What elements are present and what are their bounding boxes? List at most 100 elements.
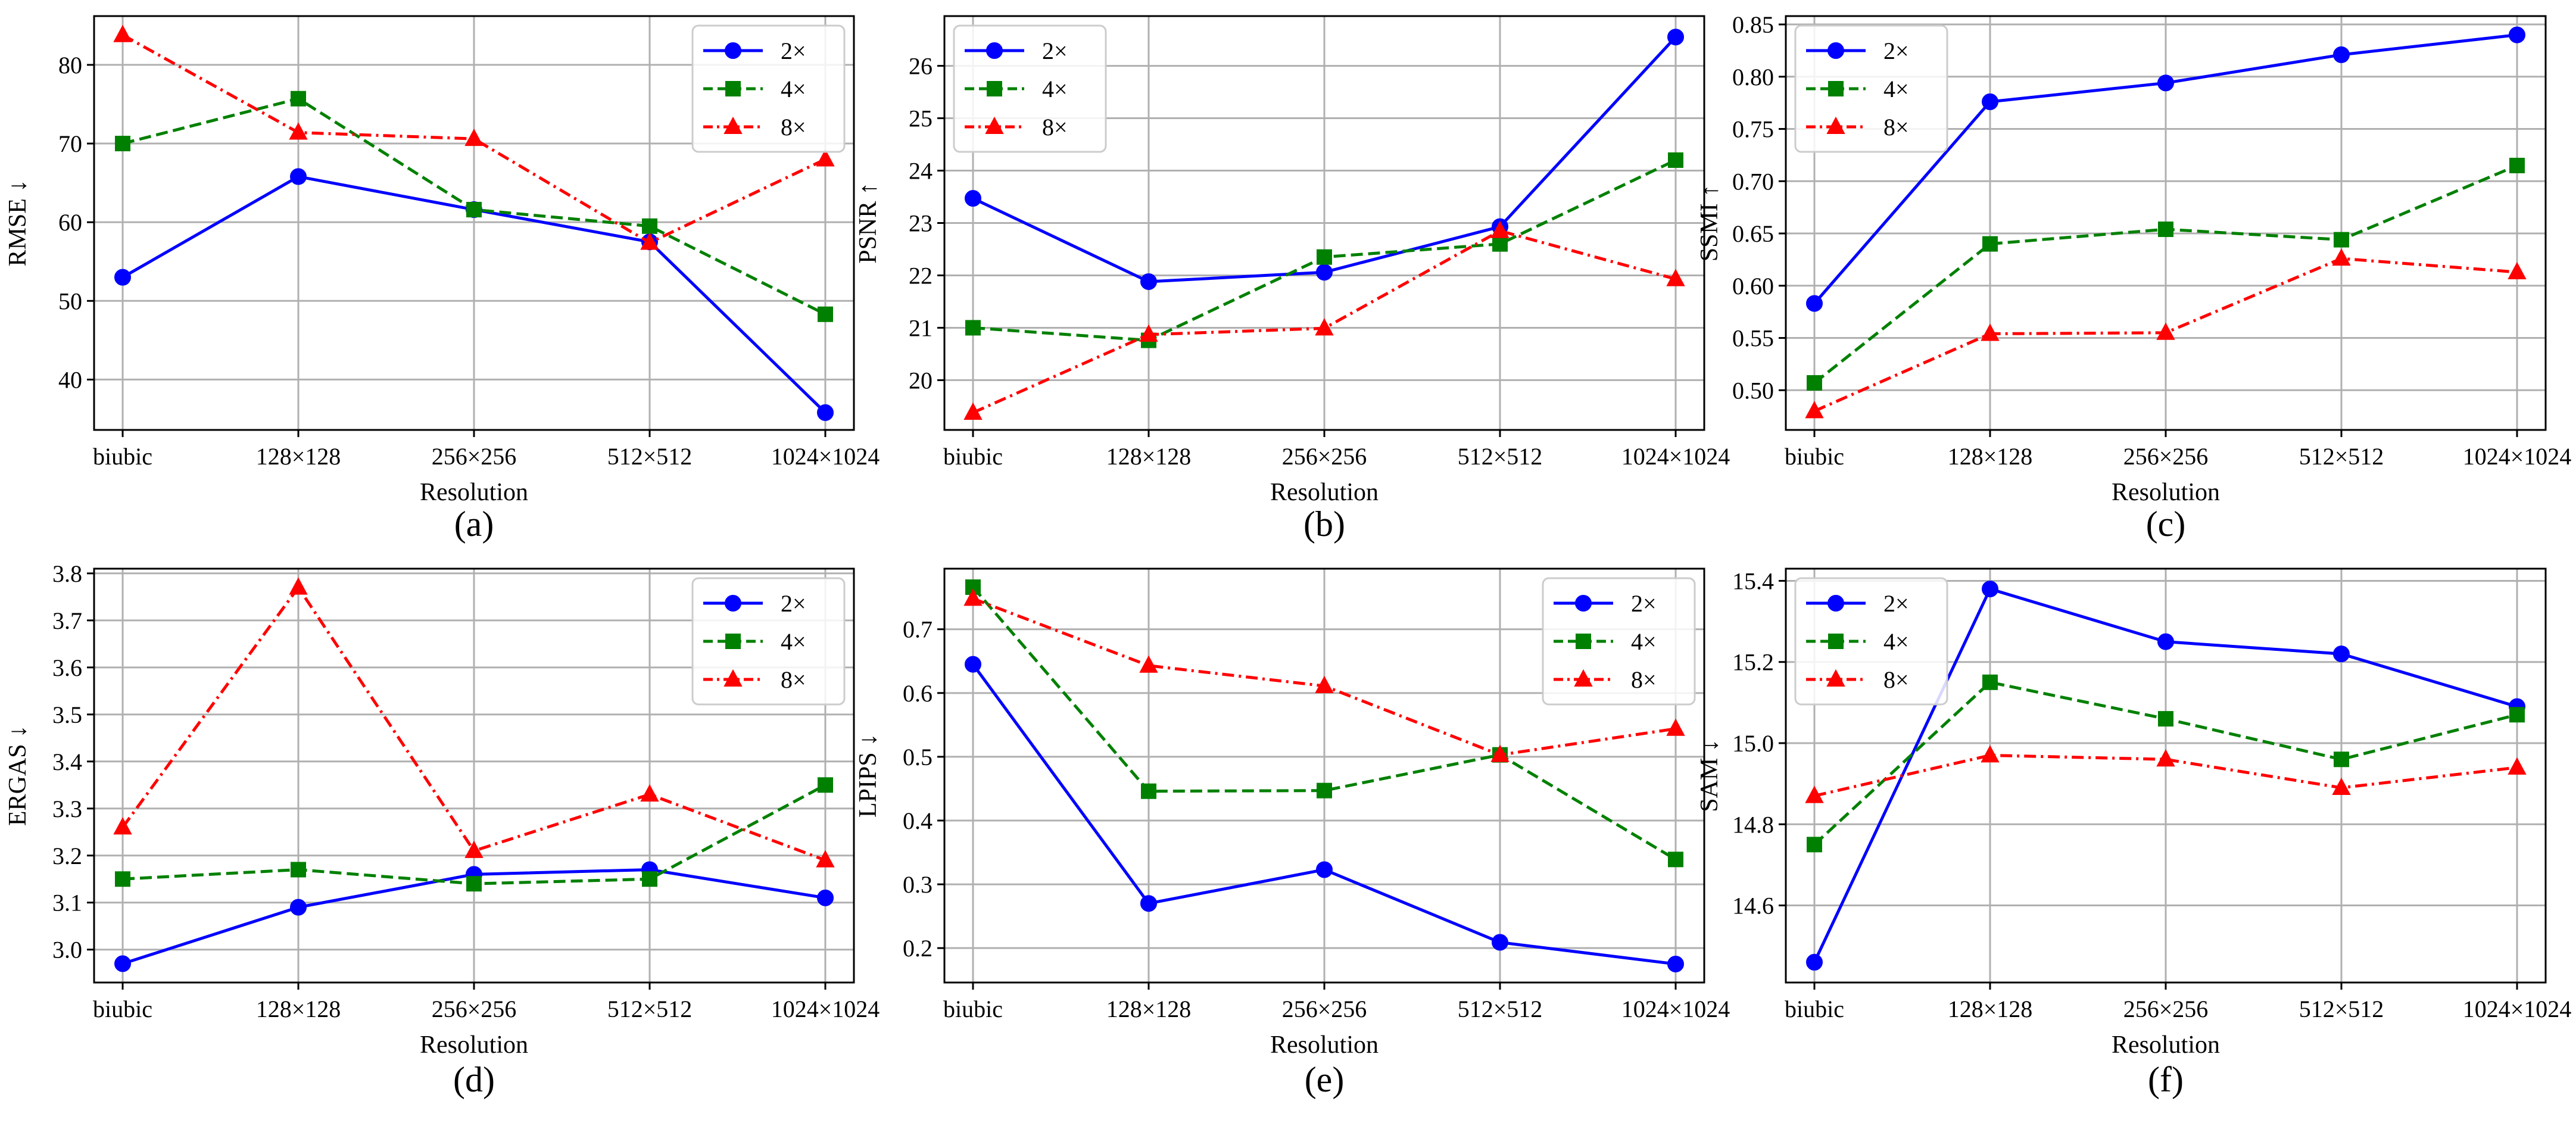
- data-point: [291, 91, 306, 107]
- data-point: [1316, 264, 1333, 281]
- y-tick-label: 0.3: [903, 871, 933, 898]
- x-tick-label: 128×128: [1106, 443, 1192, 470]
- legend-label: 4×: [1042, 76, 1068, 102]
- data-point: [1805, 785, 1824, 803]
- data-point: [817, 889, 834, 906]
- y-axis-label: PSNR ↑: [854, 182, 882, 264]
- x-axis-label: Resolution: [420, 1031, 528, 1059]
- series-1: [965, 656, 1684, 972]
- data-point: [113, 24, 132, 42]
- y-tick-label: 3.8: [52, 560, 82, 587]
- panel-label: (b): [1303, 504, 1345, 544]
- data-point: [965, 190, 981, 207]
- data-point: [1981, 323, 2000, 341]
- y-tick-label: 15.2: [1732, 649, 1774, 676]
- legend-label: 4×: [781, 76, 806, 102]
- panel-label: (a): [454, 504, 494, 544]
- x-tick-label: 1024×1024: [2463, 996, 2572, 1022]
- data-point: [816, 850, 835, 868]
- x-tick-label: biubic: [93, 996, 152, 1022]
- series-line: [1814, 753, 2518, 798]
- x-tick-label: 512×512: [2299, 996, 2384, 1022]
- x-tick-label: biubic: [943, 996, 1003, 1022]
- x-tick-label: biubic: [1785, 443, 1844, 470]
- legend-label: 4×: [781, 628, 806, 655]
- y-tick-label: 3.7: [52, 607, 82, 634]
- panel-label: (c): [2146, 504, 2186, 544]
- data-point: [2157, 74, 2174, 92]
- data-point: [640, 784, 659, 802]
- data-point: [2334, 751, 2349, 768]
- data-point: [1667, 955, 1684, 972]
- y-tick-label: 0.55: [1732, 325, 1774, 352]
- legend: 2× 4× 8×: [1542, 577, 1696, 706]
- data-point: [466, 876, 482, 892]
- y-tick-label: 0.60: [1732, 273, 1774, 300]
- legend: 2× 4× 8×: [953, 24, 1107, 153]
- legend-label: 8×: [1883, 114, 1909, 141]
- series-3: [113, 577, 835, 868]
- legend-frame: [691, 577, 846, 706]
- y-tick-label: 0.75: [1732, 116, 1774, 143]
- series-3: [963, 220, 1685, 420]
- y-tick-label: 0.80: [1732, 64, 1774, 91]
- x-tick-label: biubic: [1785, 996, 1844, 1022]
- y-tick-label: 40: [58, 366, 82, 393]
- legend-marker: [1575, 595, 1592, 612]
- legend-marker: [725, 42, 741, 59]
- data-point: [1317, 782, 1332, 799]
- legend-label: 4×: [1883, 76, 1909, 102]
- data-point: [1807, 375, 1822, 391]
- legend-label: 2×: [1631, 590, 1657, 617]
- series-3: [113, 24, 835, 250]
- y-tick-label: 0.7: [903, 616, 933, 643]
- y-tick-label: 3.4: [52, 748, 82, 775]
- legend-label: 4×: [1631, 628, 1657, 655]
- data-point: [1666, 269, 1685, 286]
- series-line: [121, 33, 827, 245]
- data-point: [291, 862, 306, 878]
- legend-marker: [986, 42, 1003, 59]
- data-point: [1668, 152, 1683, 168]
- x-tick-label: 256×256: [1282, 443, 1367, 470]
- y-tick-label: 15.4: [1732, 567, 1774, 594]
- data-point: [2334, 232, 2349, 248]
- data-point: [818, 306, 833, 322]
- y-axis-label: LPIPS ↓: [854, 734, 882, 818]
- data-point: [113, 817, 132, 835]
- y-tick-label: 3.3: [52, 796, 82, 822]
- data-point: [2508, 261, 2527, 279]
- chart-panel-4: 3.0 3.1 3.2 3.3 3.4 3.5 3.6 3.7 3.8 biubic 128×128…: [4, 560, 880, 1099]
- series-2: [1807, 674, 2525, 853]
- y-tick-label: 26: [909, 53, 933, 80]
- data-point: [965, 656, 981, 673]
- x-tick-label: 1024×1024: [1621, 996, 1730, 1022]
- series-2: [965, 579, 1683, 868]
- data-point: [1982, 236, 1998, 252]
- data-point: [1982, 93, 1998, 110]
- y-axis-label: ERGAS ↓: [4, 725, 32, 826]
- y-tick-label: 24: [909, 158, 933, 185]
- legend-marker: [1828, 634, 1844, 649]
- legend-marker: [725, 595, 741, 612]
- legend-label: 8×: [1883, 666, 1909, 693]
- legend: 2× 4× 8×: [1794, 577, 1948, 706]
- panel-label: (d): [453, 1060, 495, 1099]
- y-axis-label: RMSE ↓: [4, 180, 32, 267]
- data-point: [1667, 29, 1684, 46]
- data-point: [2157, 633, 2174, 650]
- series-3: [1805, 745, 2527, 803]
- data-point: [2509, 157, 2525, 173]
- series-3: [963, 588, 1685, 762]
- y-tick-label: 0.6: [903, 680, 933, 707]
- data-point: [1807, 837, 1822, 853]
- data-point: [642, 218, 657, 234]
- data-point: [965, 320, 981, 336]
- y-tick-label: 3.1: [52, 890, 82, 916]
- data-point: [2332, 777, 2351, 795]
- data-point: [1492, 934, 1508, 951]
- y-tick-label: 0.50: [1732, 377, 1774, 404]
- data-point: [1668, 852, 1683, 868]
- x-tick-label: 256×256: [2123, 443, 2209, 470]
